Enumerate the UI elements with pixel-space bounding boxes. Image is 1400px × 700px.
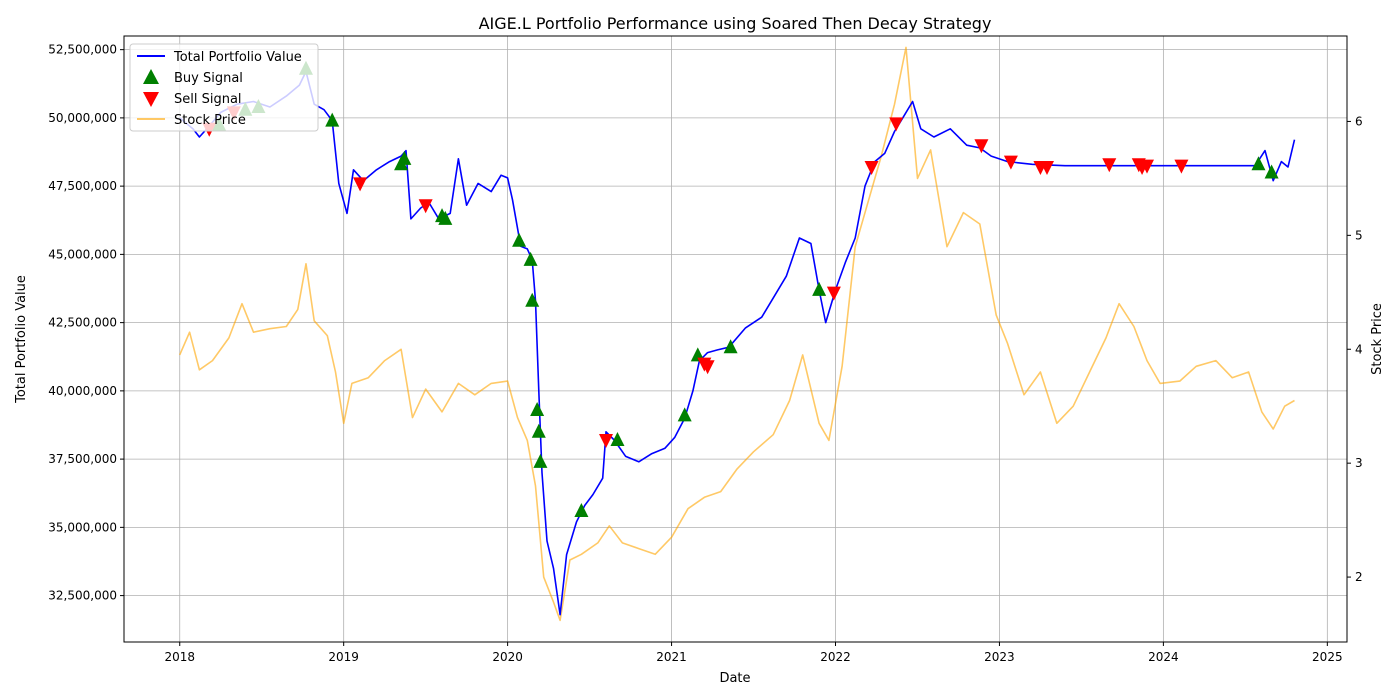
x-tick-label: 2020	[492, 650, 523, 664]
sell-signal-marker	[889, 117, 904, 132]
sell-signal-marker	[418, 199, 433, 214]
y-right-axis-label: Stock Price	[1370, 303, 1385, 375]
y-right-tick-label: 6	[1355, 114, 1363, 128]
buy-signal-marker	[530, 401, 545, 416]
y-right-tick-label: 4	[1355, 342, 1363, 356]
sell-signal-marker	[1139, 159, 1154, 174]
legend-box	[129, 43, 319, 132]
legend: Total Portfolio Value Buy Signal Sell Si…	[129, 43, 319, 132]
sell-signal-marker	[1039, 161, 1054, 176]
buy-signal-marker	[610, 432, 625, 446]
buy-signal-marker	[1251, 156, 1266, 171]
y-right-tick-label: 3	[1355, 456, 1363, 470]
y-tick-label: 50,000,000	[48, 111, 117, 125]
y-tick-label: 37,500,000	[48, 452, 117, 466]
buy-signal-marker	[531, 423, 546, 438]
legend-sell-swatch	[143, 92, 159, 107]
y-tick-label: 42,500,000	[48, 316, 117, 330]
y-right-tick-label: 2	[1355, 570, 1363, 584]
sell-signal-marker	[700, 360, 715, 375]
y-tick-label: 45,000,000	[48, 247, 117, 261]
y-axis-label: Total Portfolio Value	[14, 275, 29, 404]
y-tick-label: 35,000,000	[48, 520, 117, 534]
x-axis-label: Date	[719, 671, 750, 686]
sell-signal-marker	[1174, 159, 1189, 174]
y-tick-label: 47,500,000	[48, 179, 117, 193]
portfolio-value-series	[179, 70, 1296, 616]
buy-signal-marker	[525, 292, 540, 307]
stock-price-line	[178, 46, 1295, 622]
y-axis-ticks: 32,500,000 35,000,000 37,500,000 40,000,000…	[48, 43, 124, 603]
buy-signal-marker	[438, 210, 453, 225]
legend-portfolio-label: Total Portfolio Value	[173, 50, 302, 65]
sell-signal-marker	[1102, 158, 1117, 173]
y-right-axis-ticks: 2 3 4 5 6	[1347, 114, 1363, 584]
sell-signal-marker	[826, 286, 841, 301]
x-tick-label: 2019	[328, 650, 359, 664]
legend-buy-label: Buy Signal	[174, 71, 243, 86]
legend-stock-label: Stock Price	[174, 113, 246, 128]
buy-signal-marker	[523, 251, 538, 266]
stock-price-series	[178, 46, 1295, 622]
buy-signal-marker	[512, 232, 527, 247]
buy-signal-marker	[723, 339, 738, 354]
plot-frame	[123, 35, 1348, 643]
buy-signal-marker	[397, 150, 412, 165]
y-tick-label: 32,500,000	[48, 589, 117, 603]
x-tick-label: 2024	[1148, 650, 1179, 664]
legend-sell-label: Sell Signal	[174, 92, 242, 107]
x-tick-label: 2025	[1312, 650, 1343, 664]
sell-signal-marker	[864, 161, 879, 176]
buy-signal-marker	[677, 407, 692, 422]
buy-signal-marker	[1264, 164, 1279, 179]
x-tick-label: 2023	[984, 650, 1015, 664]
legend-buy-swatch	[143, 69, 159, 84]
sell-signal-marker	[353, 177, 368, 192]
buy-signal-marker	[325, 112, 340, 127]
x-axis-ticks: 2018 2019 2020 2021 2022 2023 2024 2025	[164, 642, 1343, 664]
sell-signal-marker	[1003, 155, 1018, 170]
portfolio-value-line	[179, 70, 1296, 616]
x-tick-label: 2022	[820, 650, 851, 664]
sell-signal-marker	[598, 434, 613, 448]
buy-signal-marker	[812, 281, 827, 296]
sell-signal-marker	[974, 139, 989, 154]
chart-title: AIGE.L Portfolio Performance using Soare…	[479, 14, 992, 33]
buy-signal-marker	[574, 502, 589, 517]
x-tick-label: 2018	[164, 650, 195, 664]
grid	[124, 36, 1347, 642]
y-tick-label: 40,000,000	[48, 384, 117, 398]
buy-signal-marker	[533, 453, 548, 468]
x-tick-label: 2021	[656, 650, 687, 664]
y-tick-label: 52,500,000	[48, 43, 117, 57]
y-right-tick-label: 5	[1355, 228, 1363, 242]
